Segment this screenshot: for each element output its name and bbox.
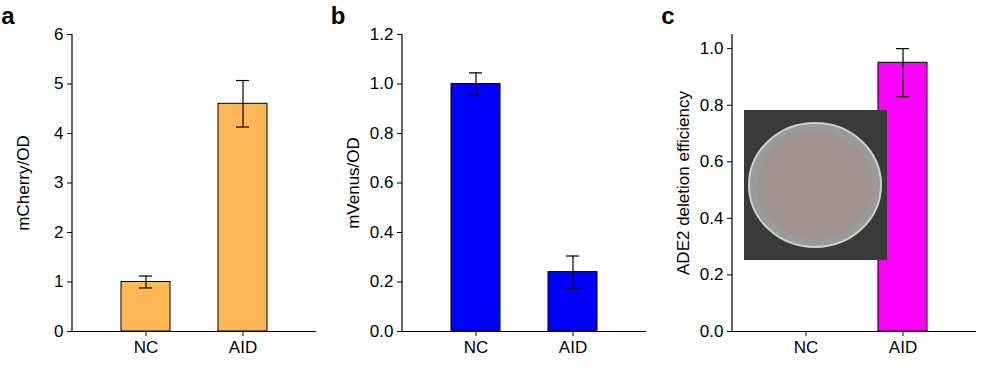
svg-text:AID: AID [889,338,917,357]
svg-text:a: a [1,2,15,29]
svg-text:0.0: 0.0 [370,322,394,341]
svg-text:NC: NC [794,338,819,357]
svg-text:0.8: 0.8 [370,124,394,143]
svg-text:6: 6 [54,25,63,44]
svg-text:0.8: 0.8 [700,96,724,115]
svg-text:1: 1 [54,272,63,291]
svg-text:0.6: 0.6 [700,152,724,171]
svg-text:c: c [661,2,674,29]
svg-text:ADE2 deletion efficiency: ADE2 deletion efficiency [674,91,693,275]
svg-text:1.0: 1.0 [370,74,394,93]
svg-text:mVenus/OD: mVenus/OD [344,137,363,229]
svg-text:AID: AID [559,338,587,357]
svg-text:0.6: 0.6 [370,173,394,192]
svg-text:NC: NC [134,338,159,357]
svg-text:0.4: 0.4 [700,209,724,228]
svg-text:4: 4 [54,124,63,143]
svg-text:NC: NC [464,338,489,357]
svg-text:1.2: 1.2 [370,25,394,44]
svg-text:mCherry/OD: mCherry/OD [14,135,33,230]
svg-text:0.2: 0.2 [700,265,724,284]
svg-text:0: 0 [54,322,63,341]
svg-text:0.0: 0.0 [700,322,724,341]
svg-text:3: 3 [54,173,63,192]
svg-text:AID: AID [229,338,257,357]
svg-text:0.2: 0.2 [370,272,394,291]
svg-text:5: 5 [54,74,63,93]
svg-text:2: 2 [54,223,63,242]
svg-text:b: b [331,2,346,29]
svg-text:1.0: 1.0 [700,39,724,58]
svg-text:0.4: 0.4 [370,223,394,242]
